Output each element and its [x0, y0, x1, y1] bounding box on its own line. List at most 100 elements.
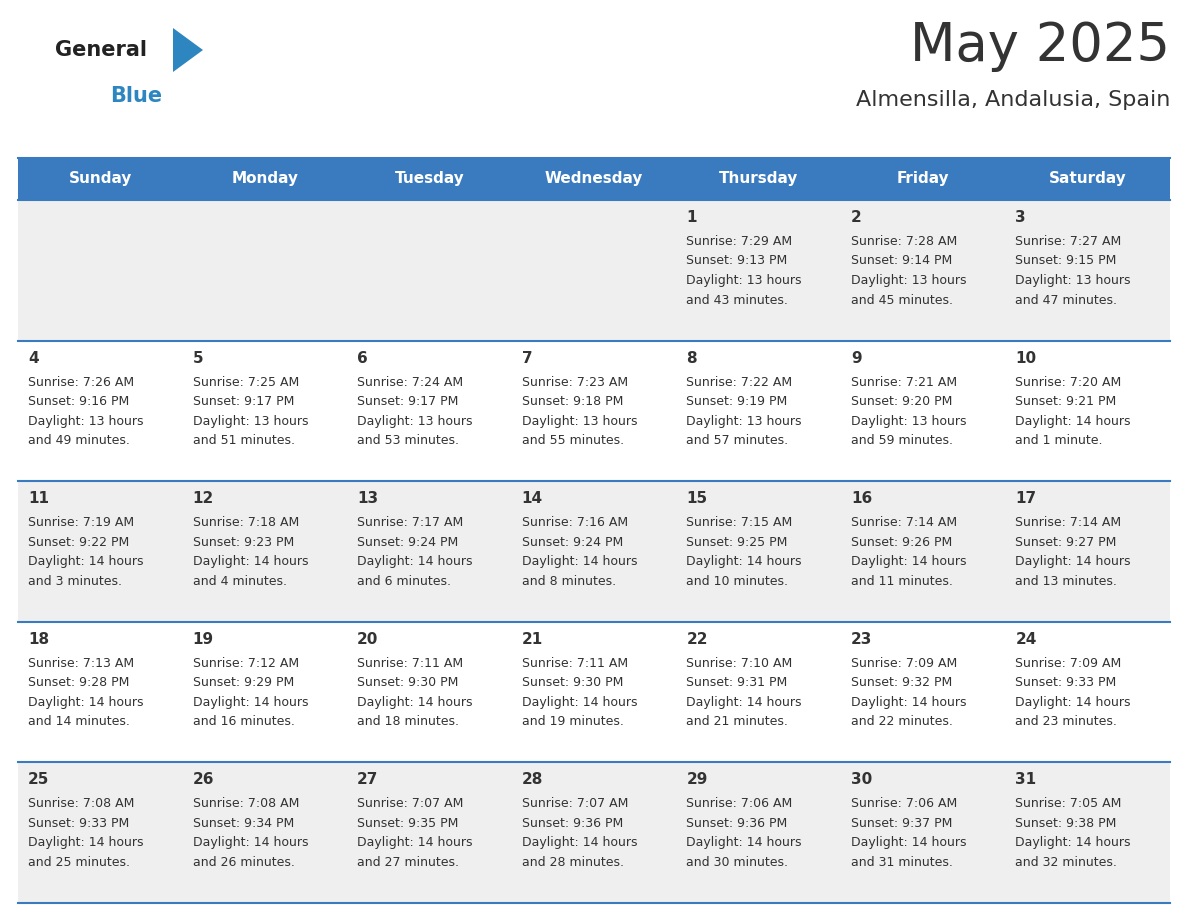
Text: and 1 minute.: and 1 minute.	[1016, 434, 1102, 447]
Text: Sunset: 9:20 PM: Sunset: 9:20 PM	[851, 395, 953, 409]
Text: Daylight: 14 hours: Daylight: 14 hours	[522, 836, 637, 849]
Text: 4: 4	[29, 351, 39, 365]
Text: and 4 minutes.: and 4 minutes.	[192, 575, 286, 588]
Text: Daylight: 13 hours: Daylight: 13 hours	[29, 415, 144, 428]
Text: Sunset: 9:32 PM: Sunset: 9:32 PM	[851, 677, 952, 689]
Text: Sunset: 9:30 PM: Sunset: 9:30 PM	[358, 677, 459, 689]
Text: Daylight: 14 hours: Daylight: 14 hours	[1016, 696, 1131, 709]
Text: Sunrise: 7:27 AM: Sunrise: 7:27 AM	[1016, 235, 1121, 248]
Text: Sunset: 9:31 PM: Sunset: 9:31 PM	[687, 677, 788, 689]
Text: Daylight: 14 hours: Daylight: 14 hours	[29, 555, 144, 568]
Text: and 13 minutes.: and 13 minutes.	[1016, 575, 1117, 588]
Text: Sunset: 9:35 PM: Sunset: 9:35 PM	[358, 817, 459, 830]
Text: and 59 minutes.: and 59 minutes.	[851, 434, 953, 447]
Text: Daylight: 14 hours: Daylight: 14 hours	[687, 696, 802, 709]
Bar	[841, 158, 1005, 200]
Text: Daylight: 13 hours: Daylight: 13 hours	[522, 415, 637, 428]
Text: Sunset: 9:37 PM: Sunset: 9:37 PM	[851, 817, 953, 830]
Text: and 21 minutes.: and 21 minutes.	[687, 715, 788, 728]
Text: Daylight: 14 hours: Daylight: 14 hours	[192, 836, 308, 849]
Text: Sunrise: 7:20 AM: Sunrise: 7:20 AM	[1016, 375, 1121, 388]
Text: Sunset: 9:19 PM: Sunset: 9:19 PM	[687, 395, 788, 409]
Text: Sunset: 9:24 PM: Sunset: 9:24 PM	[522, 536, 623, 549]
Text: 29: 29	[687, 772, 708, 788]
Text: Daylight: 14 hours: Daylight: 14 hours	[1016, 836, 1131, 849]
Text: 15: 15	[687, 491, 707, 506]
Text: Sunset: 9:28 PM: Sunset: 9:28 PM	[29, 677, 129, 689]
Text: Daylight: 14 hours: Daylight: 14 hours	[851, 555, 966, 568]
Text: Daylight: 14 hours: Daylight: 14 hours	[687, 836, 802, 849]
Text: and 25 minutes.: and 25 minutes.	[29, 856, 129, 869]
Text: Sunrise: 7:25 AM: Sunrise: 7:25 AM	[192, 375, 299, 388]
Text: and 45 minutes.: and 45 minutes.	[851, 294, 953, 307]
Text: Sunrise: 7:14 AM: Sunrise: 7:14 AM	[851, 516, 958, 529]
Text: Sunrise: 7:12 AM: Sunrise: 7:12 AM	[192, 656, 298, 670]
Text: Sunset: 9:15 PM: Sunset: 9:15 PM	[1016, 254, 1117, 267]
Text: 26: 26	[192, 772, 214, 788]
Bar	[18, 763, 1170, 903]
Text: Sunrise: 7:21 AM: Sunrise: 7:21 AM	[851, 375, 958, 388]
Text: 19: 19	[192, 632, 214, 647]
Text: Sunset: 9:23 PM: Sunset: 9:23 PM	[192, 536, 293, 549]
Text: Daylight: 14 hours: Daylight: 14 hours	[192, 696, 308, 709]
Text: and 14 minutes.: and 14 minutes.	[29, 715, 129, 728]
Text: Sunrise: 7:05 AM: Sunrise: 7:05 AM	[1016, 798, 1121, 811]
Text: Daylight: 14 hours: Daylight: 14 hours	[29, 836, 144, 849]
Text: and 30 minutes.: and 30 minutes.	[687, 856, 789, 869]
Text: Sunset: 9:33 PM: Sunset: 9:33 PM	[1016, 677, 1117, 689]
Text: May 2025: May 2025	[910, 20, 1170, 72]
Text: 3: 3	[1016, 210, 1026, 225]
Text: 12: 12	[192, 491, 214, 506]
Text: Sunrise: 7:08 AM: Sunrise: 7:08 AM	[29, 798, 134, 811]
Text: and 28 minutes.: and 28 minutes.	[522, 856, 624, 869]
Text: Sunrise: 7:11 AM: Sunrise: 7:11 AM	[358, 656, 463, 670]
Text: Sunrise: 7:08 AM: Sunrise: 7:08 AM	[192, 798, 299, 811]
Text: 28: 28	[522, 772, 543, 788]
Text: and 6 minutes.: and 6 minutes.	[358, 575, 451, 588]
Text: and 47 minutes.: and 47 minutes.	[1016, 294, 1118, 307]
Bar	[18, 158, 183, 200]
Text: Daylight: 14 hours: Daylight: 14 hours	[1016, 415, 1131, 428]
Text: Sunset: 9:24 PM: Sunset: 9:24 PM	[358, 536, 459, 549]
Text: 13: 13	[358, 491, 378, 506]
Text: Daylight: 13 hours: Daylight: 13 hours	[1016, 274, 1131, 287]
Text: 2: 2	[851, 210, 861, 225]
Text: Blue: Blue	[110, 86, 162, 106]
Text: Sunrise: 7:18 AM: Sunrise: 7:18 AM	[192, 516, 299, 529]
Text: 5: 5	[192, 351, 203, 365]
Bar	[347, 158, 512, 200]
Text: and 3 minutes.: and 3 minutes.	[29, 575, 122, 588]
Text: Sunset: 9:25 PM: Sunset: 9:25 PM	[687, 536, 788, 549]
Text: and 53 minutes.: and 53 minutes.	[358, 434, 459, 447]
Text: Sunset: 9:18 PM: Sunset: 9:18 PM	[522, 395, 623, 409]
Text: Daylight: 14 hours: Daylight: 14 hours	[358, 555, 473, 568]
Text: Sunrise: 7:06 AM: Sunrise: 7:06 AM	[851, 798, 958, 811]
Text: and 18 minutes.: and 18 minutes.	[358, 715, 459, 728]
Text: 11: 11	[29, 491, 49, 506]
Text: General: General	[55, 40, 147, 60]
Polygon shape	[173, 28, 203, 72]
Text: 25: 25	[29, 772, 50, 788]
Text: Sunset: 9:33 PM: Sunset: 9:33 PM	[29, 817, 129, 830]
Text: Daylight: 13 hours: Daylight: 13 hours	[192, 415, 308, 428]
Text: 27: 27	[358, 772, 379, 788]
Text: Sunrise: 7:07 AM: Sunrise: 7:07 AM	[358, 798, 463, 811]
Text: Sunset: 9:36 PM: Sunset: 9:36 PM	[522, 817, 623, 830]
Text: Daylight: 14 hours: Daylight: 14 hours	[358, 836, 473, 849]
Text: Sunset: 9:27 PM: Sunset: 9:27 PM	[1016, 536, 1117, 549]
Text: Sunrise: 7:14 AM: Sunrise: 7:14 AM	[1016, 516, 1121, 529]
Text: Sunset: 9:26 PM: Sunset: 9:26 PM	[851, 536, 952, 549]
Text: 24: 24	[1016, 632, 1037, 647]
Text: Sunrise: 7:24 AM: Sunrise: 7:24 AM	[358, 375, 463, 388]
Text: Daylight: 14 hours: Daylight: 14 hours	[192, 555, 308, 568]
Text: and 31 minutes.: and 31 minutes.	[851, 856, 953, 869]
Text: Sunset: 9:21 PM: Sunset: 9:21 PM	[1016, 395, 1117, 409]
Text: Sunset: 9:38 PM: Sunset: 9:38 PM	[1016, 817, 1117, 830]
Text: Daylight: 14 hours: Daylight: 14 hours	[851, 696, 966, 709]
Text: Daylight: 13 hours: Daylight: 13 hours	[687, 415, 802, 428]
Text: Sunrise: 7:06 AM: Sunrise: 7:06 AM	[687, 798, 792, 811]
Bar	[1005, 158, 1170, 200]
Text: Daylight: 14 hours: Daylight: 14 hours	[358, 696, 473, 709]
Text: Daylight: 14 hours: Daylight: 14 hours	[851, 836, 966, 849]
Text: Sunset: 9:17 PM: Sunset: 9:17 PM	[358, 395, 459, 409]
